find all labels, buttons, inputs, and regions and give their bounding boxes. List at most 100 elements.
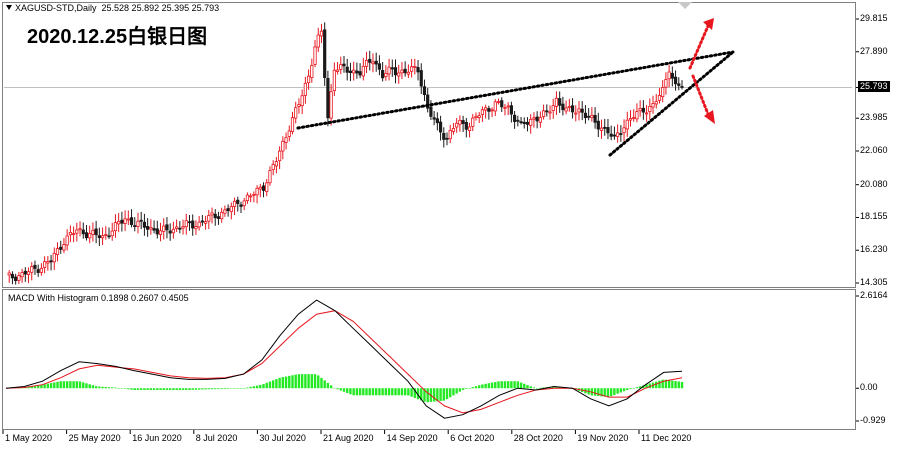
histogram-bar [98, 386, 101, 389]
candle-body [612, 134, 617, 137]
candle-body [654, 101, 658, 105]
histogram-bar [329, 385, 333, 389]
candle-body [149, 226, 153, 230]
histogram-bar [336, 388, 339, 390]
candle-body [136, 220, 140, 227]
candle-body [628, 118, 633, 121]
candle-body [635, 111, 639, 120]
histogram-bar [552, 386, 555, 389]
histogram-bar [471, 387, 474, 389]
histogram-bar [349, 388, 352, 395]
histogram-bar [436, 388, 439, 402]
histogram-bar [674, 381, 677, 389]
histogram-bar [214, 388, 217, 390]
candle-body [532, 117, 536, 120]
signal-line [5, 310, 683, 414]
candle-body [580, 108, 584, 113]
histogram-bar [323, 380, 326, 389]
histogram-bar [539, 387, 542, 389]
candle-body [680, 86, 684, 88]
candle-body [326, 77, 330, 119]
candle-body [661, 87, 665, 98]
histogram-bar [658, 380, 661, 389]
histogram-bar [156, 388, 159, 391]
candle-body [455, 122, 459, 128]
candle-body [535, 116, 539, 122]
candle-body [387, 66, 391, 75]
histogram-bar [333, 387, 336, 389]
histogram-bar [204, 388, 207, 390]
candle-body [587, 115, 591, 118]
histogram-bar [465, 388, 468, 389]
candle-body [413, 65, 417, 68]
histogram-bar [265, 382, 268, 389]
candle-body [406, 71, 410, 75]
candle-body [203, 221, 208, 224]
candle-body [10, 273, 15, 279]
histogram-bar [220, 388, 223, 390]
histogram-bar [246, 387, 249, 389]
histogram-bar [140, 388, 143, 391]
candle-body [364, 59, 369, 67]
candle-body [448, 130, 452, 140]
histogram-bar [249, 386, 252, 389]
candle-body [306, 75, 311, 84]
candle-body [300, 95, 304, 107]
date-tick-label: 11 Dec 2020 [641, 433, 692, 443]
histogram-bar [497, 381, 500, 389]
histogram-bar [236, 388, 239, 389]
candle-body [574, 112, 578, 115]
candle-body [355, 70, 359, 74]
histogram-bar [374, 388, 378, 396]
candle-body [242, 200, 246, 207]
histogram-bar [152, 388, 156, 391]
histogram-bar [391, 388, 394, 396]
candle-body [181, 226, 185, 229]
macd-panel[interactable] [2, 289, 856, 430]
candle-body [638, 108, 642, 112]
candle-body [561, 103, 565, 111]
candle-body [477, 115, 481, 118]
price-chart-panel[interactable] [2, 2, 856, 288]
candle-body [445, 137, 449, 140]
dropdown-triangle-icon[interactable] [6, 5, 12, 10]
histogram-bar [494, 381, 497, 389]
candle-body [75, 229, 79, 234]
histogram-bar [65, 381, 69, 389]
candle-body [644, 112, 649, 115]
histogram-bar [558, 387, 561, 389]
candle-body [319, 30, 324, 37]
candle-body [107, 235, 111, 238]
histogram-bar [655, 381, 658, 389]
histogram-bar [420, 388, 423, 401]
histogram-bar [535, 388, 539, 389]
candle-body [294, 107, 298, 119]
date-tick-label: 30 Jul 2020 [259, 433, 306, 443]
candle-body [226, 208, 230, 212]
price-tick-label: 16.230 [860, 244, 888, 255]
histogram-bar [593, 388, 597, 396]
histogram-bar [368, 388, 371, 396]
candle-body [113, 222, 118, 232]
histogram-bar [233, 388, 236, 389]
candle-body [368, 58, 372, 63]
date-tick-label: 8 Jul 2020 [195, 433, 238, 443]
candle-body [451, 127, 456, 132]
histogram-bar [130, 388, 133, 390]
candle-body [345, 66, 349, 73]
candle-body [625, 119, 629, 130]
histogram-bar [555, 386, 558, 389]
histogram-bar [519, 382, 523, 389]
price-tick-label: 22.060 [860, 145, 888, 155]
candle-body [516, 119, 520, 122]
candle-body [432, 117, 436, 120]
histogram-bar [317, 375, 320, 389]
histogram-bar [284, 376, 288, 389]
histogram-bar [230, 388, 233, 389]
histogram-bar [82, 382, 85, 389]
histogram-bar [413, 388, 417, 398]
macd-line [5, 299, 683, 419]
histogram-bar [626, 388, 629, 390]
candle-body [558, 98, 562, 106]
candle-body [484, 107, 488, 111]
